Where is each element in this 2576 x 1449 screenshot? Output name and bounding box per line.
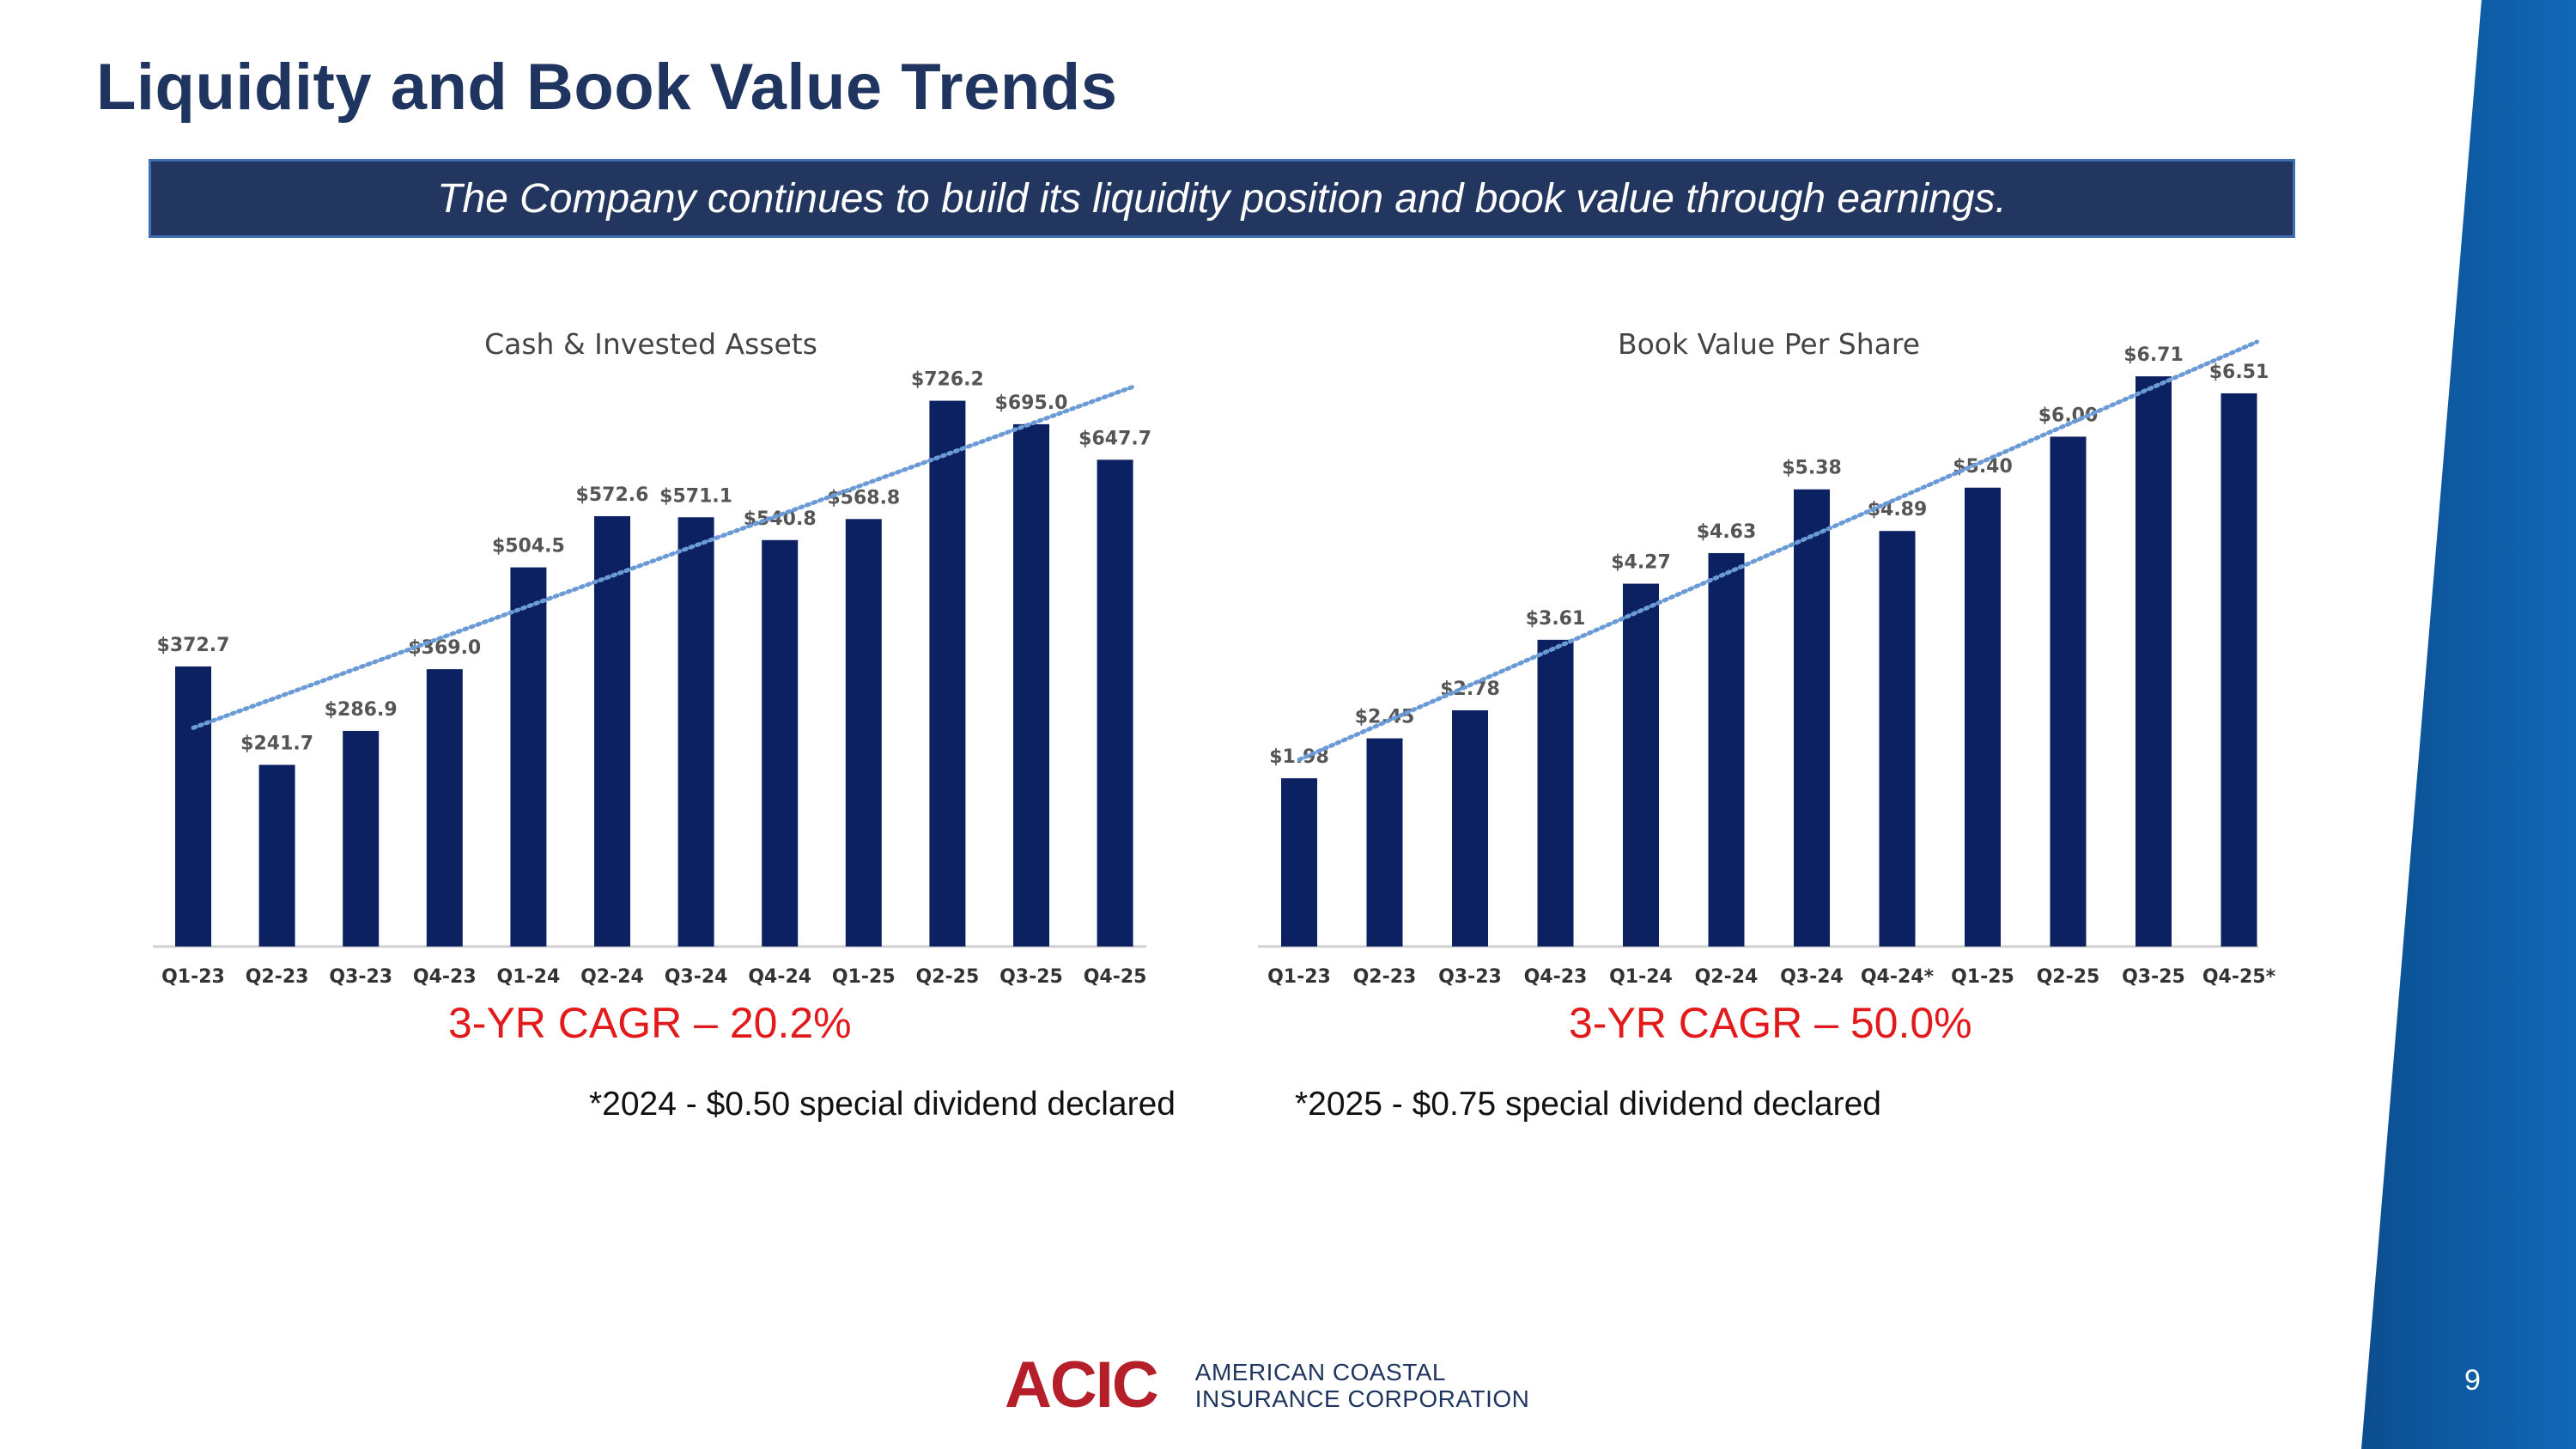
- book-value-per-share-chart: Book Value Per Share$1.98Q1-23$2.45Q2-23…: [1258, 327, 2276, 988]
- page-title: Liquidity and Book Value Trends: [96, 51, 1118, 124]
- x-tick-label: Q4-24*: [1861, 966, 1935, 988]
- bar-q3-25: [2136, 376, 2172, 947]
- cagr-left: 3-YR CAGR – 20.2%: [448, 999, 852, 1047]
- x-tick-label: Q1-23: [1267, 966, 1331, 988]
- x-tick-label: Q2-24: [1695, 966, 1759, 988]
- x-tick-label: Q1-24: [497, 966, 561, 988]
- bar-q3-23: [343, 730, 380, 947]
- bar-q4-23: [426, 669, 463, 947]
- x-tick-label: Q1-25: [1951, 966, 2014, 988]
- bar-q1-25: [845, 519, 882, 947]
- bar-q1-24: [510, 567, 547, 947]
- data-label: $372.7: [157, 635, 230, 656]
- x-tick-label: Q3-25: [2122, 966, 2185, 988]
- bar-q2-23: [258, 764, 295, 947]
- data-label: $726.2: [911, 369, 984, 391]
- x-tick-label: Q1-24: [1609, 966, 1673, 988]
- bar-q3-25: [1013, 423, 1049, 947]
- bar-q2-25: [929, 400, 966, 947]
- data-label: $3.61: [1526, 608, 1586, 630]
- bar-q2-24: [1708, 552, 1745, 947]
- data-label: $647.7: [1078, 428, 1151, 449]
- data-label: $2.78: [1440, 679, 1500, 700]
- x-tick-label: Q4-23: [1524, 966, 1588, 988]
- x-tick-label: Q4-25*: [2202, 966, 2276, 988]
- data-label: $241.7: [240, 734, 313, 755]
- bar-q1-23: [175, 666, 211, 947]
- data-label: $504.5: [492, 536, 565, 557]
- data-label: $572.6: [576, 484, 649, 506]
- x-tick-label: Q4-23: [413, 966, 477, 988]
- x-tick-label: Q1-23: [161, 966, 225, 988]
- chart-title: Book Value Per Share: [1618, 327, 1920, 361]
- logo-mark: ACIC: [1005, 1349, 1159, 1422]
- x-tick-label: Q2-25: [916, 966, 980, 988]
- trendline: [191, 384, 1136, 730]
- logo-text: AMERICAN COASTAL INSURANCE CORPORATION: [1195, 1359, 1530, 1413]
- bar-q1-25: [1965, 487, 2001, 947]
- data-label: $568.8: [827, 487, 900, 508]
- chart-title: Cash & Invested Assets: [484, 327, 817, 361]
- footnote-2025: *2025 - $0.75 special dividend declared: [1295, 1086, 1881, 1123]
- logo-line-1: AMERICAN COASTAL: [1194, 1358, 1446, 1385]
- bar-q1-24: [1623, 583, 1659, 947]
- page-number: 9: [2464, 1364, 2481, 1397]
- data-label: $5.38: [1782, 458, 1842, 479]
- x-tick-label: Q3-25: [999, 966, 1063, 988]
- x-tick-label: Q2-23: [1353, 966, 1417, 988]
- x-tick-label: Q4-25: [1084, 966, 1147, 988]
- company-logo: ACIC AMERICAN COASTAL INSURANCE CORPORAT…: [1005, 1353, 1529, 1418]
- data-label: $5.40: [1953, 456, 2013, 478]
- bar-q1-23: [1281, 778, 1317, 947]
- x-tick-label: Q3-24: [665, 966, 728, 988]
- x-tick-label: Q3-23: [329, 966, 392, 988]
- bar-q2-24: [594, 515, 630, 947]
- bar-q4-23: [1537, 639, 1574, 947]
- x-tick-label: Q3-24: [1780, 966, 1844, 988]
- data-label: $695.0: [995, 393, 1068, 414]
- footnote-2024: *2024 - $0.50 special dividend declared: [589, 1086, 1176, 1123]
- bar-q2-25: [2050, 436, 2087, 947]
- bar-q3-24: [677, 517, 714, 947]
- data-label: $369.0: [408, 637, 481, 659]
- data-label: $4.27: [1611, 552, 1671, 574]
- bar-q3-23: [1452, 709, 1488, 947]
- x-tick-label: Q2-25: [2037, 966, 2100, 988]
- x-tick-label: Q2-24: [580, 966, 644, 988]
- data-label: $4.63: [1697, 521, 1757, 543]
- cash-invested-assets-chart: Cash & Invested Assets $372.7 Q1-23 $241.7 Q…: [153, 327, 1151, 988]
- bar-q4-24-star: [1879, 531, 1916, 947]
- subtitle-banner: The Company continues to build its liqui…: [149, 159, 2295, 238]
- bar-q4-25: [1097, 460, 1133, 947]
- data-label: $2.45: [1355, 707, 1415, 728]
- x-tick-label: Q2-23: [246, 966, 309, 988]
- data-label: $571.1: [659, 485, 732, 507]
- banner-text: The Company continues to build its liqui…: [437, 175, 2007, 222]
- bar-q3-24: [1794, 489, 1830, 947]
- bar-q2-23: [1366, 738, 1403, 947]
- x-tick-label: Q3-23: [1438, 966, 1502, 988]
- data-label: $286.9: [325, 699, 398, 721]
- x-tick-label: Q4-24: [748, 966, 811, 988]
- cagr-right: 3-YR CAGR – 50.0%: [1569, 999, 1972, 1047]
- data-label: $4.89: [1868, 499, 1928, 521]
- x-tick-label: Q1-25: [832, 966, 896, 988]
- bar-q4-24: [762, 539, 799, 947]
- trendline: [1297, 339, 2259, 762]
- data-label: $540.8: [744, 508, 817, 530]
- data-label: $6.51: [2209, 362, 2269, 383]
- bar-q4-25-star: [2221, 393, 2257, 947]
- logo-line-2: INSURANCE CORPORATION: [1194, 1385, 1530, 1412]
- data-label: $6.71: [2123, 344, 2184, 366]
